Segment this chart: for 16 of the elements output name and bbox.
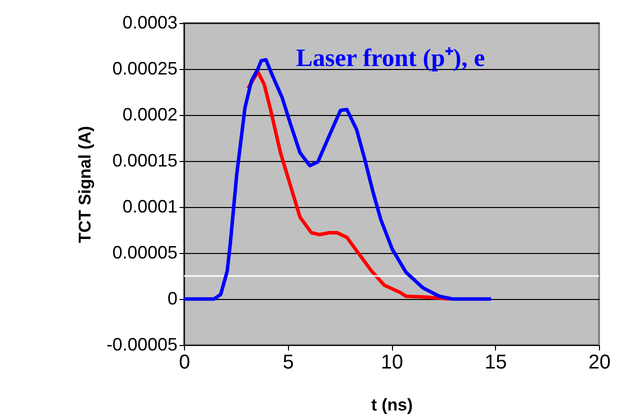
x-tick-label: 5 — [282, 352, 294, 374]
y-tick-label: 0.0001 — [122, 196, 178, 216]
y-tick-label: -0.00005 — [106, 334, 178, 354]
x-axis-title: t (ns) — [371, 396, 413, 414]
y-tick-label: 0.0002 — [122, 104, 178, 124]
y-tick-label: 0 — [167, 288, 178, 308]
series-label: Laser front (p⁺), e — [296, 44, 485, 72]
y-tick-label: 0.0003 — [122, 12, 178, 32]
x-tick-label: 20 — [588, 352, 611, 374]
x-tick-label: 15 — [484, 352, 507, 374]
line-series — [246, 70, 452, 301]
y-tick-label: 0.00025 — [112, 58, 178, 78]
y-axis-title: TCT Signal (A) — [75, 126, 94, 244]
y-tick-label: 0.00015 — [112, 150, 178, 170]
y-tick-label: 0.00005 — [112, 242, 178, 262]
x-tick-label: 10 — [380, 352, 404, 374]
